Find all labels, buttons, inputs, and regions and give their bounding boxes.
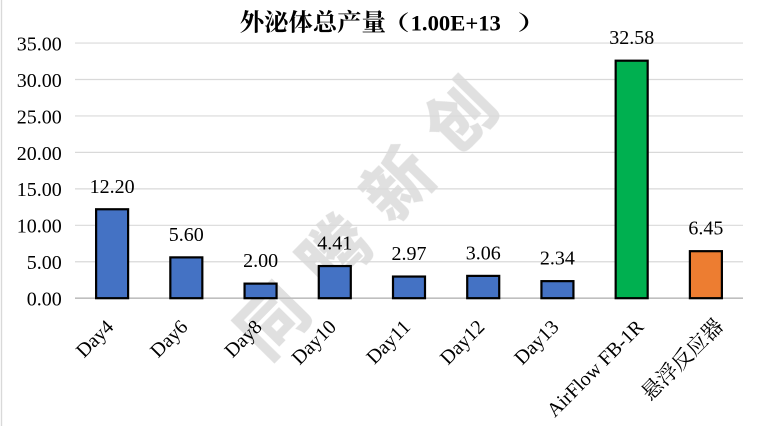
svg-text:3.06: 3.06 [466,242,501,264]
svg-text:5.60: 5.60 [169,224,204,246]
svg-text:35.00: 35.00 [17,33,62,55]
svg-text:0.00: 0.00 [27,289,62,311]
svg-text:5.00: 5.00 [27,252,62,274]
svg-text:15.00: 15.00 [17,179,62,201]
svg-text:30.00: 30.00 [17,70,62,92]
svg-text:1.00E+13: 1.00E+13 [411,11,501,36]
svg-text:2.34: 2.34 [540,248,575,270]
svg-text:32.58: 32.58 [609,27,654,49]
svg-text:10.00: 10.00 [17,216,62,238]
svg-text:4.41: 4.41 [317,233,352,255]
svg-text:12.20: 12.20 [90,176,135,198]
svg-text:2.00: 2.00 [243,250,278,272]
svg-text:2.97: 2.97 [392,243,427,265]
svg-text:6.45: 6.45 [688,218,723,240]
svg-text:20.00: 20.00 [17,143,62,165]
svg-text:25.00: 25.00 [17,106,62,128]
